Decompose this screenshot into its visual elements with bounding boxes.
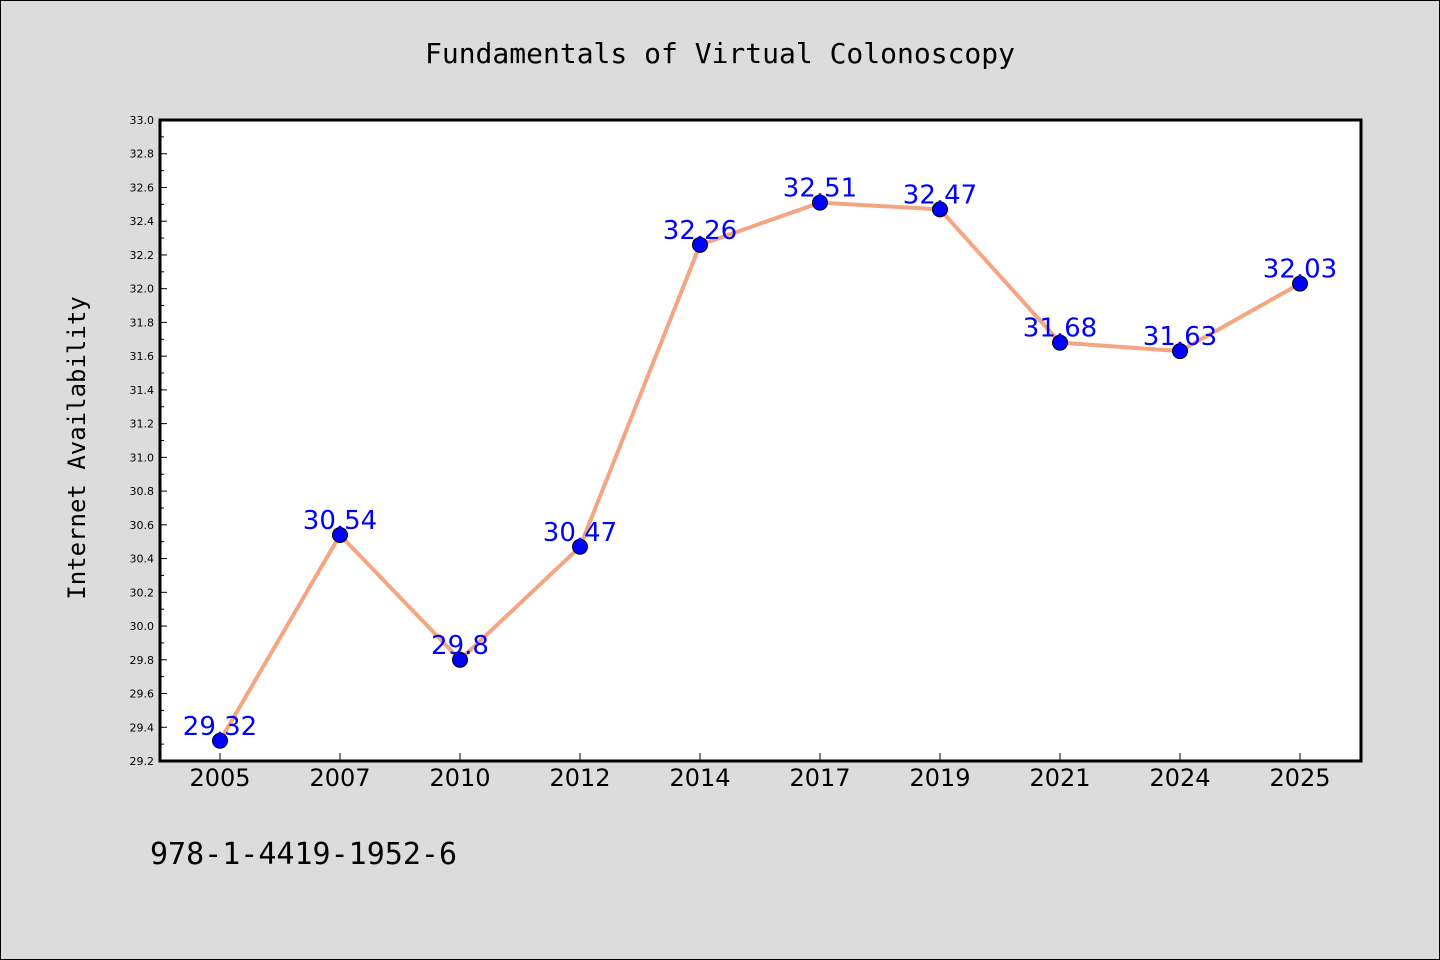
x-axis: 2005 2007 2010 2012 2014 2017 2019 2021 2024 2025 [189,753,1331,792]
y-tick-label: 30.2 [130,586,155,599]
y-tick-label: 32.2 [130,249,155,262]
data-label: 31.63 [1143,322,1217,352]
data-labels-group: 29.32 30.54 29.8 30.47 32.26 32.51 32.47 31.68 3… [183,174,1337,742]
y-axis-label: Internet Availability [63,296,91,599]
x-tick-label: 2017 [789,764,850,792]
y-tick-label: 31.2 [130,418,155,431]
data-label: 31.68 [1023,314,1097,344]
data-point [1052,334,1068,351]
series-line [218,200,1301,742]
y-tick-label: 30.0 [130,620,155,633]
x-tick-label: 2021 [1029,764,1090,792]
data-point [212,732,228,749]
chart-title: Fundamentals of Virtual Colonoscopy [425,37,1015,70]
y-tick-label: 29.4 [130,721,155,734]
data-label: 30.47 [543,518,617,548]
y-tick-label: 33.0 [130,114,155,127]
y-tick-label: 30.6 [130,519,155,532]
x-tick-label: 2010 [429,764,490,792]
data-label: 32.47 [903,180,977,210]
y-tick-label: 29.8 [130,654,155,667]
y-tick-label: 32.0 [130,283,155,296]
y-tick-label: 31.8 [130,316,155,329]
y-tick-label: 29.6 [130,688,155,701]
data-label: 32.26 [663,216,737,246]
y-tick-label: 32.8 [130,148,155,161]
data-point [812,194,828,211]
y-tick-label: 31.4 [130,384,155,397]
y-axis: 29.2 29.4 29.6 29.8 30.0 30.2 30.4 30.6 30.8 31.0… [130,114,167,768]
y-tick-label: 31.6 [130,350,155,363]
x-tick-label: 2007 [309,764,370,792]
data-point [1292,275,1308,292]
data-point [932,201,948,218]
data-point [1172,343,1188,360]
y-tick-label: 30.4 [130,553,155,566]
series-group [212,194,1308,749]
x-tick-label: 2014 [669,764,730,792]
data-label: 29.8 [431,631,489,661]
y-tick-label: 32.4 [130,215,155,228]
data-point [572,538,588,555]
data-point [692,236,708,253]
x-tick-label: 2025 [1269,764,1330,792]
x-tick-label: 2024 [1149,764,1210,792]
plot-area [158,118,1363,763]
data-label: 32.03 [1263,255,1337,285]
y-tick-label: 30.8 [130,485,155,498]
y-tick-label: 31.0 [130,451,155,464]
footer-isbn: 978-1-4419-1952-6 [150,837,457,872]
data-label: 32.51 [783,174,857,204]
data-label: 29.32 [183,712,257,742]
y-tick-label: 32.6 [130,181,155,194]
data-label: 30.54 [303,506,377,536]
x-tick-label: 2005 [189,764,250,792]
data-point [452,651,468,668]
x-tick-label: 2012 [549,764,610,792]
y-tick-label: 29.2 [130,755,155,768]
data-point [332,526,348,543]
x-tick-label: 2019 [909,764,970,792]
